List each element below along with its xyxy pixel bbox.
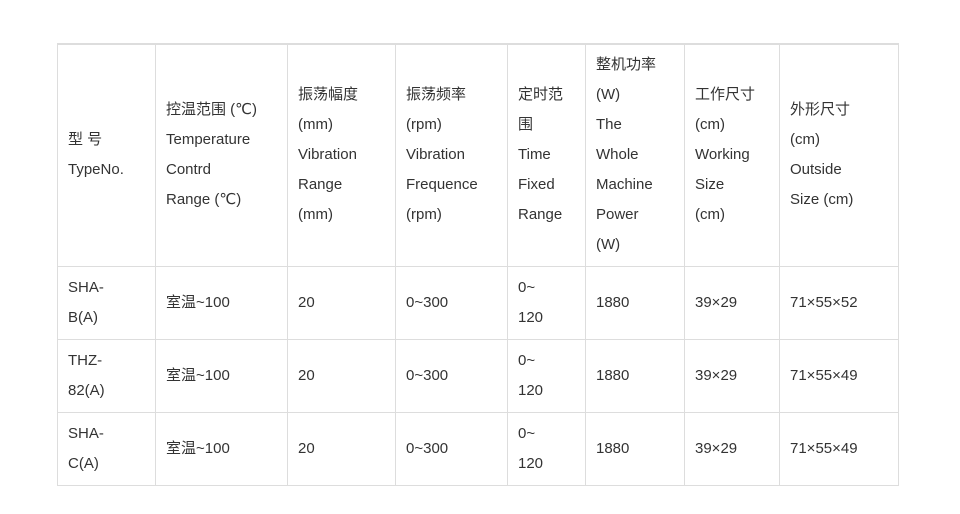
cell-machine-power: 1880	[585, 265, 685, 340]
cell-temp-range: 室温~100	[155, 265, 288, 340]
cell-working-size: 39×29	[684, 411, 780, 486]
cell-type-no: SHA- C(A)	[57, 411, 156, 486]
cell-vibration-amplitude: 20	[287, 338, 396, 413]
cell-machine-power: 1880	[585, 411, 685, 486]
cell-working-size: 39×29	[684, 265, 780, 340]
table-row: SHA- C(A) 室温~100 20 0~300 0~ 120 1880 39…	[57, 411, 899, 486]
cell-outside-size: 71×55×49	[779, 411, 899, 486]
cell-vibration-amplitude: 20	[287, 265, 396, 340]
cell-type-no: THZ- 82(A)	[57, 338, 156, 413]
spec-table-container: 型 号 TypeNo. 控温范围 (℃) Temperature Contrd …	[57, 43, 899, 486]
cell-temp-range: 室温~100	[155, 411, 288, 486]
cell-time-range: 0~ 120	[507, 338, 586, 413]
header-machine-power: 整机功率 (W) The Whole Machine Power (W)	[585, 43, 685, 267]
cell-time-range: 0~ 120	[507, 265, 586, 340]
header-working-size: 工作尺寸 (cm) Working Size (cm)	[684, 43, 780, 267]
table-row: THZ- 82(A) 室温~100 20 0~300 0~ 120 1880 3…	[57, 338, 899, 413]
cell-outside-size: 71×55×49	[779, 338, 899, 413]
cell-type-no: SHA- B(A)	[57, 265, 156, 340]
cell-outside-size: 71×55×52	[779, 265, 899, 340]
cell-machine-power: 1880	[585, 338, 685, 413]
header-vibration-amplitude: 振荡幅度 (mm) Vibration Range (mm)	[287, 43, 396, 267]
cell-time-range: 0~ 120	[507, 411, 586, 486]
cell-vibration-frequency: 0~300	[395, 338, 508, 413]
cell-vibration-amplitude: 20	[287, 411, 396, 486]
header-type-no: 型 号 TypeNo.	[57, 43, 156, 267]
cell-vibration-frequency: 0~300	[395, 411, 508, 486]
cell-temp-range: 室温~100	[155, 338, 288, 413]
header-outside-size: 外形尺寸 (cm) Outside Size (cm)	[779, 43, 899, 267]
header-time-range: 定时范 围 Time Fixed Range	[507, 43, 586, 267]
header-vibration-frequency: 振荡频率 (rpm) Vibration Frequence (rpm)	[395, 43, 508, 267]
cell-working-size: 39×29	[684, 338, 780, 413]
cell-vibration-frequency: 0~300	[395, 265, 508, 340]
header-row: 型 号 TypeNo. 控温范围 (℃) Temperature Contrd …	[57, 43, 899, 267]
table-row: SHA- B(A) 室温~100 20 0~300 0~ 120 1880 39…	[57, 265, 899, 340]
header-temp-range: 控温范围 (℃) Temperature Contrd Range (℃)	[155, 43, 288, 267]
spec-table: 型 号 TypeNo. 控温范围 (℃) Temperature Contrd …	[57, 43, 899, 486]
